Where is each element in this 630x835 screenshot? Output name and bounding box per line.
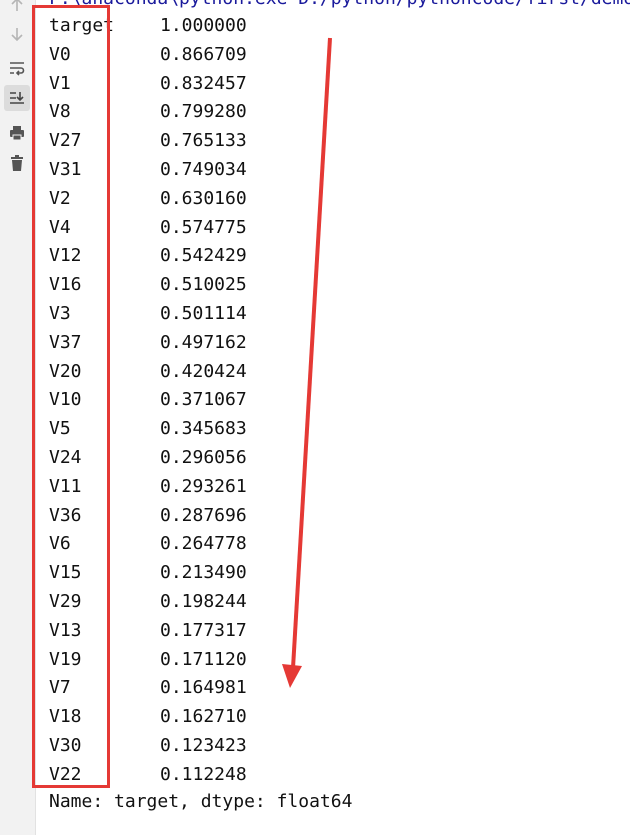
variable-name: V3: [49, 303, 71, 324]
console-toolbar: [0, 0, 36, 835]
list-item: V4 0.574775: [49, 214, 247, 242]
list-item: V5 0.345683: [49, 415, 247, 443]
list-item: V30 0.123423: [49, 732, 247, 760]
correlation-value: 0.749034: [160, 159, 247, 180]
arrow-up-icon[interactable]: [4, 0, 30, 18]
list-item: V37 0.497162: [49, 329, 247, 357]
correlation-value: 0.542429: [160, 245, 247, 267]
list-item: target 1.000000: [49, 12, 247, 40]
variable-name: V19: [49, 648, 82, 670]
list-item: V16 0.510025: [49, 271, 247, 299]
correlation-value: 0.296056: [160, 447, 247, 468]
variable-name: V12: [49, 245, 82, 267]
list-item: V13 0.177317: [49, 617, 247, 645]
correlation-value: 0.371067: [160, 389, 247, 411]
correlation-value: 1.000000: [160, 15, 247, 36]
list-item: V19 0.171120: [49, 646, 247, 674]
list-item: V2 0.630160: [49, 185, 247, 213]
correlation-value: 0.765133: [160, 130, 247, 152]
variable-name: V18: [49, 706, 82, 728]
variable-name: V37: [49, 331, 82, 353]
correlation-value: 0.177317: [160, 619, 247, 641]
variable-name: target: [49, 15, 115, 36]
correlation-value: 0.123423: [160, 735, 247, 756]
list-item: V29 0.198244: [49, 588, 247, 616]
arrow-down-icon[interactable]: [4, 21, 30, 47]
correlation-value: 0.171120: [160, 648, 247, 670]
list-item: V11 0.293261: [49, 473, 247, 501]
variable-name: V15: [49, 562, 82, 584]
correlation-value: 0.420424: [160, 360, 247, 382]
list-item: V20 0.420424: [49, 358, 247, 386]
variable-name: V30: [49, 735, 82, 756]
correlation-value: 0.287696: [160, 504, 247, 526]
command-line: F:\anaconda\python.exe D:/python/pythonc…: [49, 0, 630, 9]
list-item: V27 0.765133: [49, 127, 247, 155]
variable-name: V11: [49, 475, 82, 497]
variable-name: V6: [49, 533, 71, 555]
correlation-value: 0.112248: [160, 763, 247, 785]
list-item: V10 0.371067: [49, 386, 247, 414]
variable-name: V0: [49, 43, 71, 65]
variable-name: V10: [49, 389, 82, 411]
soft-wrap-icon[interactable]: [4, 55, 30, 81]
correlation-value: 0.264778: [160, 533, 247, 555]
correlation-value: 0.510025: [160, 274, 247, 296]
trash-icon[interactable]: [4, 150, 30, 176]
variable-name: V1: [49, 72, 71, 94]
variable-name: V20: [49, 360, 82, 382]
list-item: V3 0.501114: [49, 300, 247, 328]
list-item: V22 0.112248: [49, 761, 247, 789]
print-icon[interactable]: [4, 120, 30, 146]
correlation-value: 0.345683: [160, 418, 247, 440]
variable-name: V13: [49, 619, 82, 641]
correlation-value: 0.198244: [160, 591, 247, 612]
list-item: V7 0.164981: [49, 674, 247, 702]
variable-name: V4: [49, 216, 71, 238]
variable-name: V29: [49, 591, 82, 612]
correlation-value: 0.213490: [160, 562, 247, 584]
correlation-value: 0.574775: [160, 216, 247, 238]
correlation-value: 0.164981: [160, 677, 247, 699]
list-item: V36 0.287696: [49, 502, 247, 530]
variable-name: V16: [49, 274, 82, 296]
variable-name: V22: [49, 763, 82, 785]
correlation-value: 0.866709: [160, 43, 247, 65]
series-footer: Name: target, dtype: float64: [49, 791, 353, 812]
variable-name: V7: [49, 677, 71, 699]
list-item: V12 0.542429: [49, 242, 247, 270]
correlation-value: 0.832457: [160, 72, 247, 94]
list-item: V31 0.749034: [49, 156, 247, 184]
correlation-value: 0.162710: [160, 706, 247, 728]
list-item: V24 0.296056: [49, 444, 247, 472]
list-item: V1 0.832457: [49, 70, 247, 98]
correlation-value: 0.501114: [160, 303, 247, 324]
variable-name: V31: [49, 159, 82, 180]
scroll-to-end-icon[interactable]: [4, 85, 30, 111]
variable-name: V8: [49, 101, 71, 123]
variable-name: V5: [49, 418, 71, 440]
correlation-value: 0.630160: [160, 187, 247, 209]
list-item: V0 0.866709: [49, 41, 247, 69]
correlation-value: 0.799280: [160, 101, 247, 123]
console-output: F:\anaconda\python.exe D:/python/pythonc…: [35, 0, 630, 835]
list-item: V8 0.799280: [49, 98, 247, 126]
list-item: V15 0.213490: [49, 559, 247, 587]
variable-name: V2: [49, 187, 71, 209]
list-item: V18 0.162710: [49, 703, 247, 731]
list-item: V6 0.264778: [49, 530, 247, 558]
correlation-value: 0.497162: [160, 331, 247, 353]
highlight-box: [32, 5, 110, 788]
variable-name: V27: [49, 130, 82, 152]
variable-name: V36: [49, 504, 82, 526]
correlation-value: 0.293261: [160, 475, 247, 497]
variable-name: V24: [49, 447, 82, 468]
